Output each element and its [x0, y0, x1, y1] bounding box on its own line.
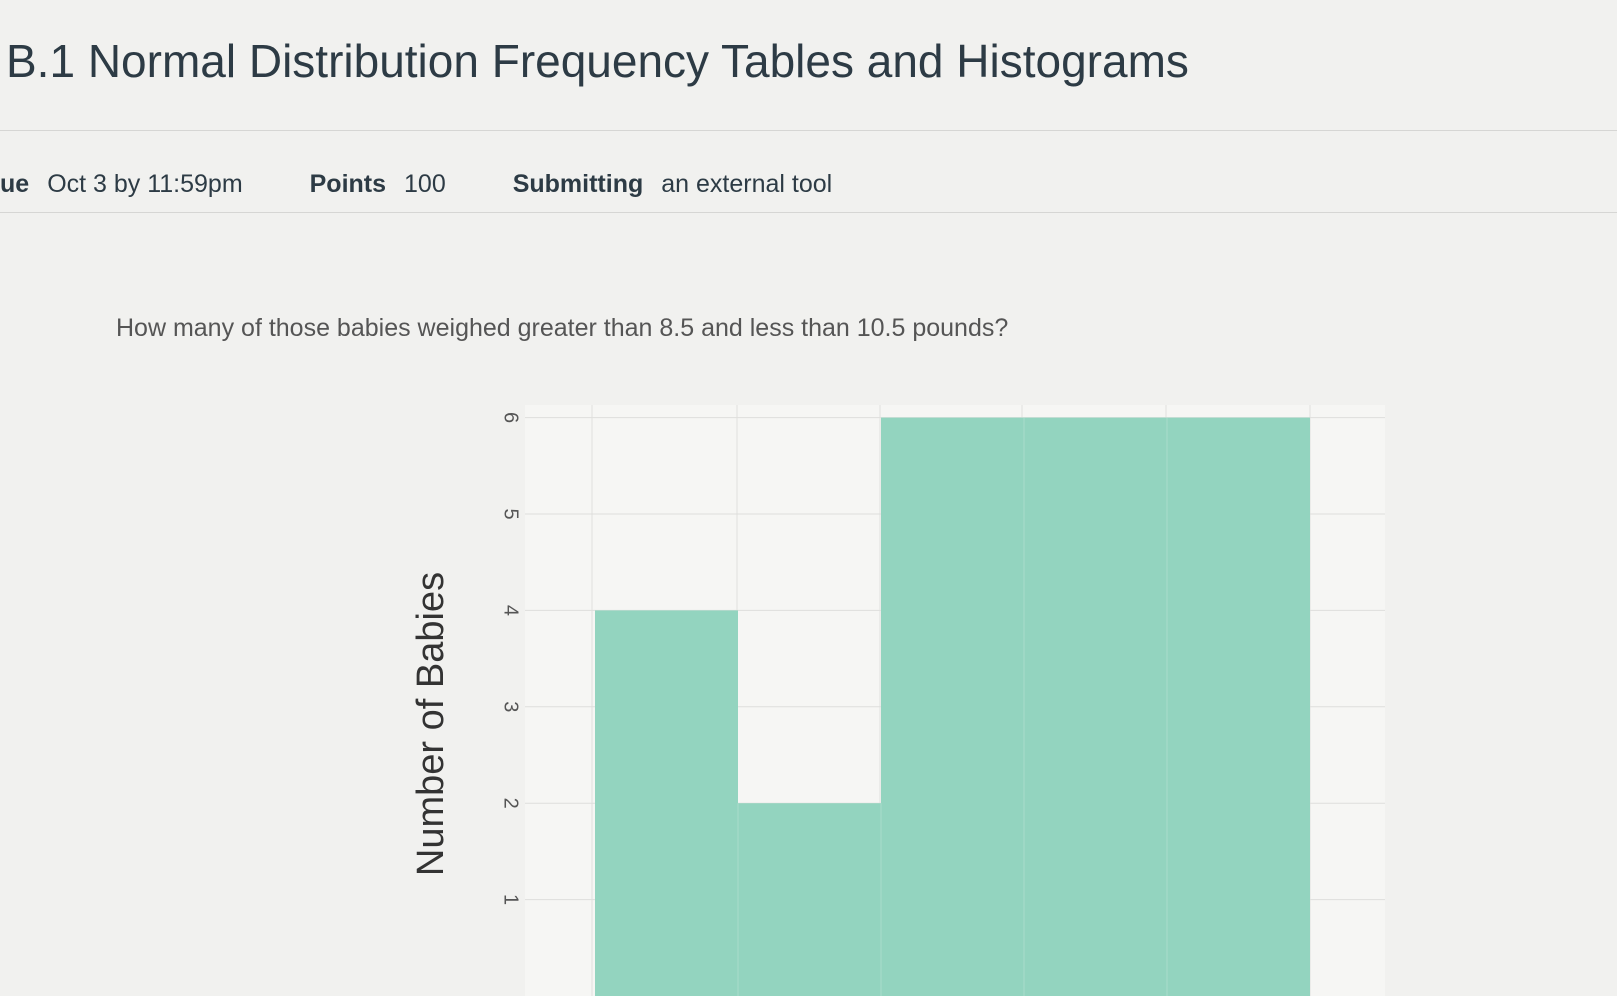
question-text: How many of those babies weighed greater… — [116, 314, 1009, 342]
y-tick-label: 3 — [500, 701, 522, 712]
meta-value: Oct 3 by 11:59pm — [47, 170, 243, 198]
meta-item: Points 100 — [310, 170, 446, 198]
bar — [1167, 417, 1310, 996]
y-tick-label: 6 — [500, 412, 522, 423]
meta-label: ue — [0, 170, 30, 198]
divider — [0, 130, 1617, 131]
y-tick-label: 2 — [500, 798, 522, 809]
meta-value: an external tool — [661, 170, 833, 198]
meta-value: 100 — [404, 170, 446, 198]
meta-item: ue Oct 3 by 11:59pm — [0, 170, 243, 198]
bar — [595, 610, 738, 996]
y-tick-label: 4 — [500, 605, 522, 616]
y-tick-label: 5 — [500, 508, 522, 519]
assignment-meta: ue Oct 3 by 11:59pm Points 100 Submitting a… — [0, 170, 892, 199]
y-axis-label: Number of Babies — [410, 572, 452, 876]
bar — [738, 803, 881, 996]
divider — [0, 212, 1617, 213]
bar — [881, 417, 1024, 996]
meta-label: Submitting — [512, 170, 644, 198]
meta-label: Points — [309, 170, 387, 198]
y-tick-label: 1 — [500, 894, 522, 905]
bar — [1024, 417, 1167, 996]
meta-item: Submitting an external tool — [513, 170, 832, 198]
assignment-title: B.1 Normal Distribution Frequency Tables… — [6, 35, 1189, 87]
